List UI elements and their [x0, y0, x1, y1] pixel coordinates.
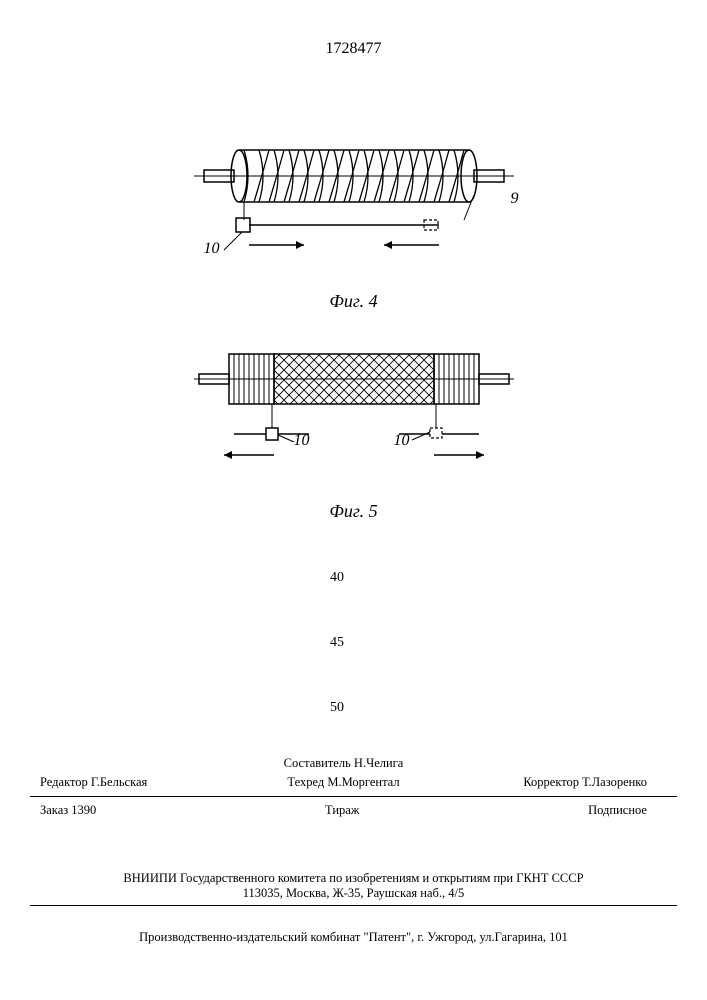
figure-4: 9 10 Фиг. 4 — [194, 140, 514, 312]
corrector: Корректор Т.Лазоренко — [400, 775, 647, 790]
line-40: 40 — [330, 570, 344, 586]
printer-line: Производственно-издательский комбинат "П… — [0, 930, 707, 945]
order: Заказ 1390 — [40, 803, 96, 818]
figure-5: 10 10 Фиг. 5 — [194, 340, 514, 522]
editor: Редактор Г.Бельская — [40, 775, 287, 790]
publisher-block: ВНИИПИ Государственного комитета по изоб… — [0, 871, 707, 910]
figure-5-svg — [194, 340, 514, 490]
publisher-line1: ВНИИПИ Государственного комитета по изоб… — [0, 871, 707, 886]
fig5-label: Фиг. 5 — [194, 501, 514, 522]
ref-10a-fig5: 10 — [294, 432, 310, 450]
publisher-line2: 113035, Москва, Ж-35, Раушская наб., 4/5 — [0, 886, 707, 901]
tirazh: Тираж — [325, 803, 359, 818]
ref-10-fig4: 10 — [204, 240, 220, 258]
fig4-label: Фиг. 4 — [194, 291, 514, 312]
line-45: 45 — [330, 635, 344, 651]
separator-1 — [30, 796, 677, 797]
credits-block: Составитель Н.Челига Редактор Г.Бельская… — [0, 754, 707, 820]
ref-10b-fig5: 10 — [394, 432, 410, 450]
separator-2 — [30, 905, 677, 906]
techred: Техред М.Моргентал — [287, 775, 399, 790]
figure-4-svg — [194, 140, 514, 280]
compiler: Составитель Н.Челига — [284, 756, 404, 771]
ref-9: 9 — [511, 190, 519, 208]
line-50: 50 — [330, 700, 344, 716]
subscription: Подписное — [588, 803, 647, 818]
document-number: 1728477 — [0, 40, 707, 58]
